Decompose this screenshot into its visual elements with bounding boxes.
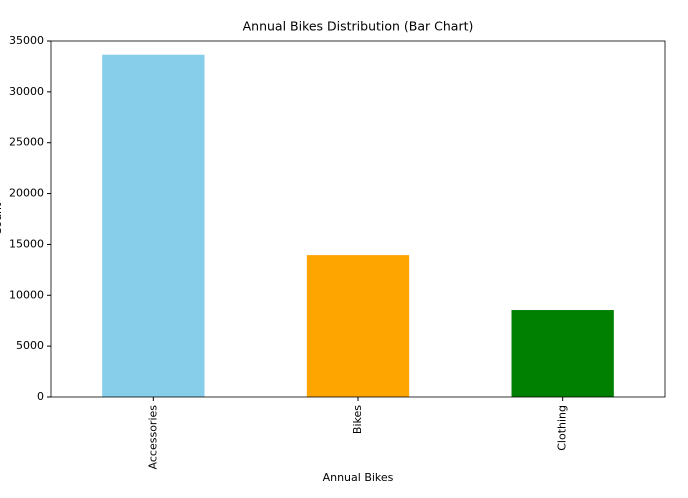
x-tick-label: Accessories <box>146 405 159 470</box>
chart-title: Annual Bikes Distribution (Bar Chart) <box>243 19 474 34</box>
bar <box>306 255 410 397</box>
x-tick-label: Bikes <box>351 405 364 434</box>
y-tick-label: 5000 <box>16 339 44 352</box>
y-tick-label: 0 <box>37 390 44 403</box>
bar <box>511 310 614 397</box>
x-tick-label: Clothing <box>556 405 569 451</box>
x-axis-label: Annual Bikes <box>323 471 394 484</box>
y-tick-label: 35000 <box>9 34 44 47</box>
y-tick-label: 15000 <box>9 237 44 250</box>
y-tick-label: 30000 <box>9 85 44 98</box>
y-tick-label: 10000 <box>9 288 44 301</box>
y-tick-label: 25000 <box>9 136 44 149</box>
plot-frame <box>50 40 666 398</box>
y-tick-label: 20000 <box>9 187 44 200</box>
y-axis-label: Count <box>0 202 4 235</box>
bar <box>102 54 205 397</box>
